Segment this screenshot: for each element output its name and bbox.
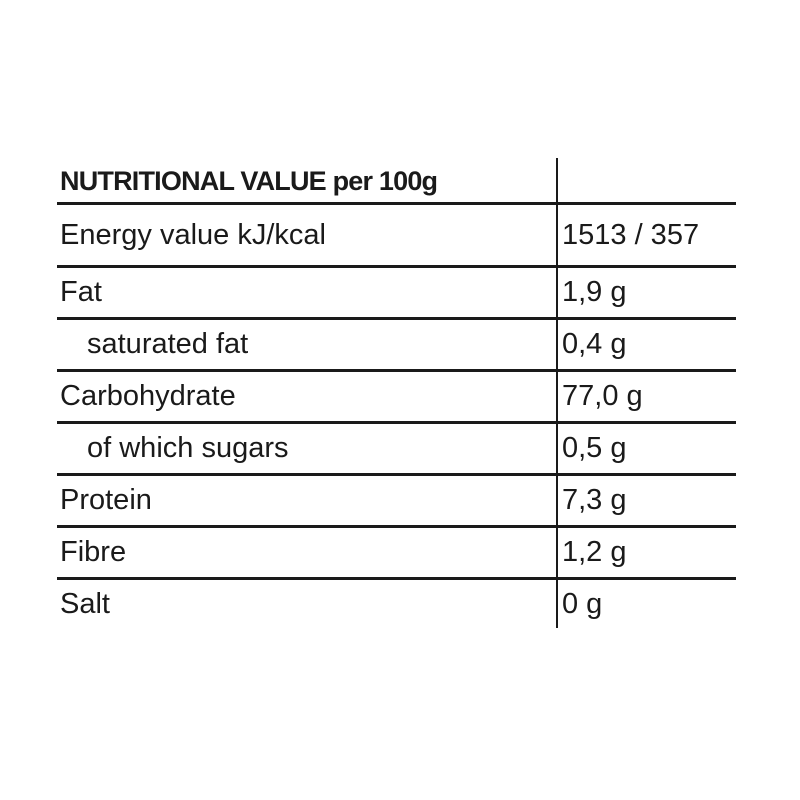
nutrient-label: Salt	[60, 587, 110, 620]
table-title: NUTRITIONAL VALUE per 100g	[60, 166, 438, 196]
nutrient-label: Protein	[60, 484, 152, 516]
table-header-row: NUTRITIONAL VALUE per 100g	[57, 158, 736, 205]
table-row: Carbohydrate 77,0 g	[57, 372, 736, 424]
table-body: Energy value kJ/kcal 1513 / 357 Fat 1,9 …	[57, 205, 736, 628]
nutrient-label: saturated fat	[87, 328, 249, 360]
nutrient-value: 0,4 g	[562, 328, 627, 360]
nutrient-value: 1,9 g	[562, 276, 627, 308]
nutrient-value: 7,3 g	[562, 484, 627, 516]
table-row: saturated fat 0,4 g	[57, 320, 736, 372]
nutrient-label: of which sugars	[87, 432, 289, 464]
nutrient-label: Fibre	[60, 536, 127, 568]
nutrient-label: Fat	[60, 276, 102, 308]
nutrition-table: NUTRITIONAL VALUE per 100g Energy value …	[57, 158, 736, 628]
table-row: of which sugars 0,5 g	[57, 424, 736, 476]
nutrient-value: 0 g	[562, 587, 603, 620]
table-row: Fibre 1,2 g	[57, 528, 736, 580]
nutrient-value: 0,5 g	[562, 432, 627, 464]
nutrient-value: 1513 / 357	[562, 218, 700, 251]
table-row: Fat 1,9 g	[57, 268, 736, 320]
table-row: Protein 7,3 g	[57, 476, 736, 528]
nutrient-label: Carbohydrate	[60, 380, 236, 412]
nutrient-label: Energy value kJ/kcal	[60, 218, 326, 251]
column-divider-line	[556, 158, 558, 628]
table-row: Energy value kJ/kcal 1513 / 357	[57, 205, 736, 268]
nutrient-value: 77,0 g	[562, 380, 643, 412]
nutrient-value: 1,2 g	[562, 536, 627, 568]
table-row: Salt 0 g	[57, 580, 736, 628]
